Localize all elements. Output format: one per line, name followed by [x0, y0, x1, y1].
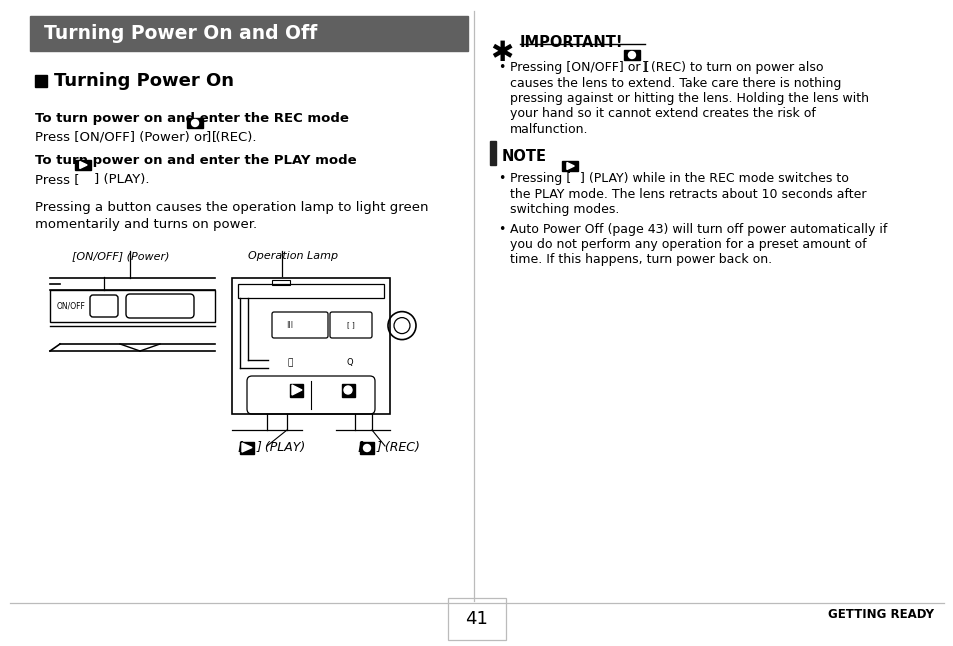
Text: •: •	[497, 172, 505, 185]
Text: time. If this happens, turn power back on.: time. If this happens, turn power back o…	[510, 253, 771, 267]
Text: [ ]: [ ]	[347, 322, 355, 328]
Text: Press [: Press [	[35, 173, 79, 186]
Text: the PLAY mode. The lens retracts about 10 seconds after: the PLAY mode. The lens retracts about 1…	[510, 187, 865, 200]
Bar	[237, 284, 384, 298]
Text: malfunction.: malfunction.	[510, 123, 588, 136]
Text: To turn power on and enter the REC mode: To turn power on and enter the REC mode	[35, 112, 349, 125]
Text: Auto Power Off (page 43) will turn off power automatically if: Auto Power Off (page 43) will turn off p…	[510, 222, 886, 236]
Text: switching modes.: switching modes.	[510, 203, 618, 216]
Text: Turning Power On: Turning Power On	[54, 72, 233, 90]
Bar	[50, 290, 214, 322]
Polygon shape	[80, 162, 87, 169]
Text: ] (PLAY).: ] (PLAY).	[93, 173, 149, 186]
Text: Q: Q	[346, 359, 353, 368]
Bar	[187, 118, 203, 128]
Text: ] (REC).: ] (REC).	[206, 131, 256, 144]
Circle shape	[344, 386, 352, 394]
Text: 41: 41	[465, 610, 488, 628]
Polygon shape	[242, 443, 252, 452]
Bar	[448, 598, 505, 640]
Text: [: [	[357, 441, 362, 453]
Text: ] (PLAY): ] (PLAY)	[255, 441, 305, 453]
Bar	[30, 16, 468, 51]
Text: Pressing [ON/OFF] or [: Pressing [ON/OFF] or [	[510, 61, 649, 74]
Bar	[561, 161, 578, 171]
Text: causes the lens to extend. Take care there is nothing: causes the lens to extend. Take care the…	[510, 76, 841, 90]
Bar	[290, 384, 303, 397]
Text: •: •	[497, 222, 505, 236]
Text: ] (PLAY) while in the REC mode switches to: ] (PLAY) while in the REC mode switches …	[579, 172, 848, 185]
Text: IMPORTANT!: IMPORTANT!	[519, 35, 623, 50]
Text: ON/OFF: ON/OFF	[57, 302, 86, 311]
Text: you do not perform any operation for a preset amount of: you do not perform any operation for a p…	[510, 238, 865, 251]
Polygon shape	[292, 385, 302, 395]
Text: ] (REC): ] (REC)	[375, 441, 419, 453]
Text: your hand so it cannot extend creates the risk of: your hand so it cannot extend creates th…	[510, 107, 815, 121]
Bar	[35, 75, 47, 87]
Circle shape	[363, 444, 370, 452]
Text: [ON/OFF] (Power): [ON/OFF] (Power)	[71, 251, 170, 261]
Text: Press [ON/OFF] (Power) or [: Press [ON/OFF] (Power) or [	[35, 131, 217, 144]
Text: [: [	[237, 441, 243, 453]
Bar	[359, 442, 374, 454]
Text: GETTING READY: GETTING READY	[827, 609, 933, 621]
Polygon shape	[566, 163, 574, 169]
Bar	[272, 280, 290, 285]
Circle shape	[628, 52, 635, 59]
Text: ✱: ✱	[490, 39, 513, 67]
Bar	[74, 160, 91, 170]
Text: To turn power on and enter the PLAY mode: To turn power on and enter the PLAY mode	[35, 154, 356, 167]
Text: |||: |||	[286, 322, 293, 329]
Text: Operation Lamp: Operation Lamp	[248, 251, 337, 261]
Bar	[240, 442, 253, 454]
Text: pressing against or hitting the lens. Holding the lens with: pressing against or hitting the lens. Ho…	[510, 92, 868, 105]
Text: Pressing [: Pressing [	[510, 172, 571, 185]
Text: Turning Power On and Off: Turning Power On and Off	[44, 24, 317, 43]
Circle shape	[192, 120, 198, 127]
Bar	[341, 384, 355, 397]
Text: NOTE: NOTE	[501, 149, 546, 164]
Text: ] (REC) to turn on power also: ] (REC) to turn on power also	[641, 61, 822, 74]
Bar	[232, 278, 390, 414]
Text: momentarily and turns on power.: momentarily and turns on power.	[35, 218, 257, 231]
Text: •: •	[497, 61, 505, 74]
Bar	[490, 141, 496, 165]
Text: Pressing a button causes the operation lamp to light green: Pressing a button causes the operation l…	[35, 201, 428, 214]
Bar	[623, 50, 639, 60]
Text: ⌖: ⌖	[287, 359, 293, 368]
